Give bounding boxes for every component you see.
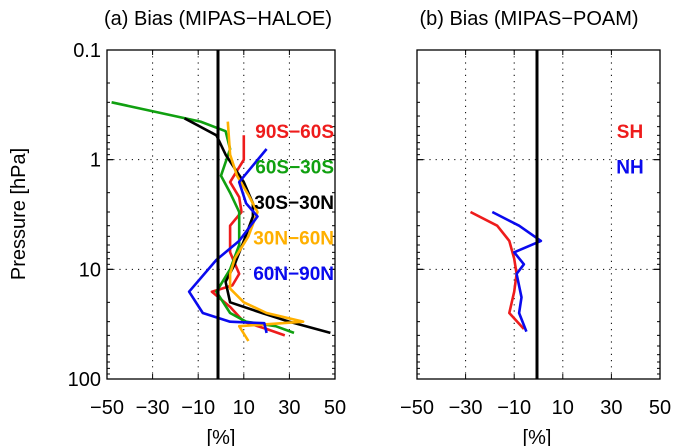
x-tick-label: −10 [497,397,531,419]
legend-entry: 30N−60N [253,229,334,250]
panel-b-series [469,210,543,333]
legend-entry: 60N−90N [253,264,334,285]
legend-entry: 90S−60S [255,122,334,143]
x-tick-label: 50 [649,397,671,419]
panel-b-x-axis-label: [%] [523,427,552,446]
series-line [111,101,295,335]
x-tick-label: 10 [233,397,255,419]
legend-entry: NH [616,158,643,179]
panel-b-legend: SH NH [616,122,643,179]
x-tick-label: 30 [600,397,622,419]
series-line [491,210,543,333]
y-tick-label: 0.1 [73,40,101,62]
series-line [226,121,305,342]
panel-a-x-axis-label: [%] [207,427,236,446]
panel-a-y-tick-labels: 0.1 1 10 100 [68,40,101,391]
panel-b: (b) Bias (MIPAS−POAM) −50 −30 −10 10 30 50 [%… [400,8,671,446]
panel-a-series [111,101,331,342]
panel-a-gridlines [107,50,335,379]
panel-a-title: (a) Bias (MIPAS−HALOE) [104,8,332,30]
y-tick-label: 10 [79,259,101,281]
series-line [183,117,331,335]
x-tick-label: −50 [90,397,124,419]
x-tick-label: 10 [552,397,574,419]
panel-b-title: (b) Bias (MIPAS−POAM) [419,8,638,30]
panel-a-frame [106,49,336,380]
panel-a-legend: 90S−60S 60S−30S 30S−30N 30N−60N 60N−90N [253,122,334,285]
legend-entry: 60S−30S [255,158,334,179]
panel-b-frame [416,49,661,380]
x-tick-label: −10 [181,397,215,419]
panel-b-ticks [416,49,661,380]
panel-a-y-axis-label: Pressure [hPa] [8,148,30,280]
x-tick-label: −30 [136,397,170,419]
panel-a-ticks [106,49,336,380]
series-line [187,148,268,334]
panel-a: (a) Bias (MIPAS−HALOE) −50 −30 −10 10 30 50 0… [8,8,346,446]
x-tick-label: 50 [324,397,346,419]
x-tick-label: 30 [278,397,300,419]
series-line [469,210,525,330]
y-tick-label: 1 [90,150,101,172]
panel-b-x-tick-labels: −50 −30 −10 10 30 50 [400,397,671,419]
x-tick-label: −30 [449,397,483,419]
x-tick-label: −50 [400,397,434,419]
legend-entry: 30S−30N [254,193,334,214]
panel-a-x-tick-labels: −50 −30 −10 10 30 50 [90,397,346,419]
y-tick-label: 100 [68,369,101,391]
legend-entry: SH [617,122,643,143]
